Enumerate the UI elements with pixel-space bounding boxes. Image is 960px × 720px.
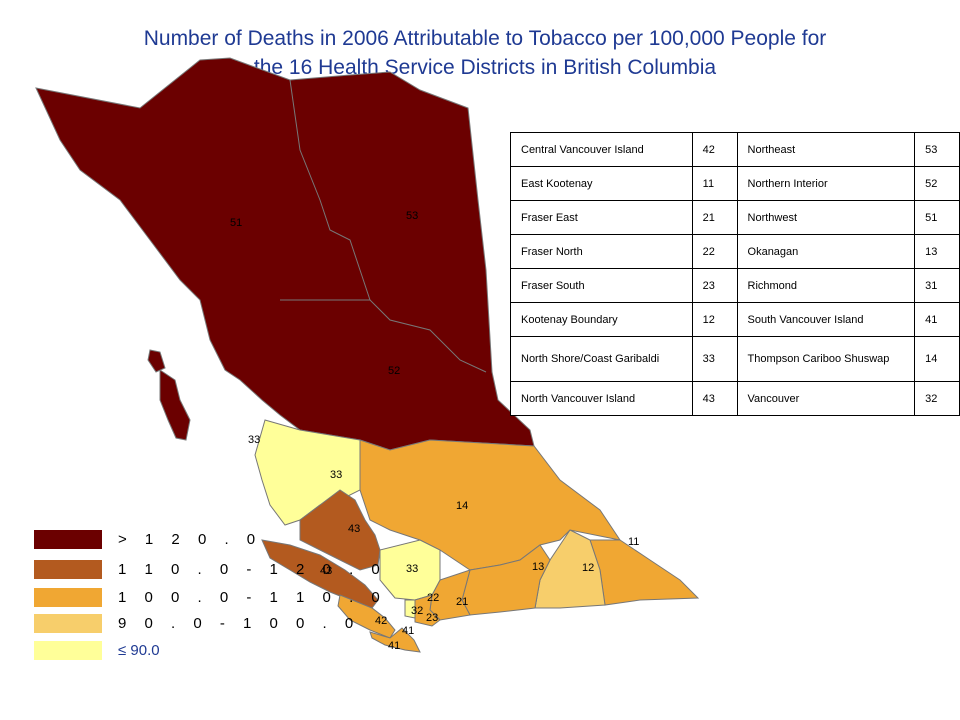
table-row: North Vancouver Island 43 Vancouver 32	[510, 381, 960, 416]
district-value-cell: 52	[914, 166, 960, 201]
label-vancouver: 32	[411, 605, 423, 617]
region-vancouver[interactable]	[404, 599, 416, 619]
label-northeast: 53	[406, 210, 418, 222]
legend-label: 1 1 0 . 0 - 1 2 0 . 0	[118, 561, 387, 578]
district-value-cell: 43	[691, 381, 738, 416]
table-row: Fraser North 22 Okanagan 13	[510, 234, 960, 269]
district-value-cell: 42	[691, 132, 738, 167]
district-value-cell: 53	[914, 132, 960, 167]
label-central-van-island: 42	[375, 615, 387, 627]
region-east-kootenay[interactable]	[589, 539, 700, 606]
district-value-cell: 22	[691, 234, 738, 269]
label-east-kootenay: 11	[628, 536, 639, 548]
district-name-cell: Richmond	[736, 268, 916, 303]
label-thompson: 14	[456, 500, 468, 512]
legend-label: ≤ 90.0	[118, 642, 160, 659]
label-northern-interior: 52	[388, 365, 400, 377]
district-name-cell: Fraser East	[510, 200, 693, 235]
region-northwest[interactable]	[35, 57, 535, 451]
district-name-cell: Northwest	[736, 200, 916, 235]
legend-swatch	[34, 560, 102, 579]
label-north-shore-coast: 33	[330, 469, 342, 481]
district-table: Central Vancouver Island 42 Northeast 53 Eas…	[510, 132, 960, 416]
district-name-cell: Fraser South	[510, 268, 693, 303]
district-name-cell: Kootenay Boundary	[510, 302, 693, 337]
legend-swatch	[34, 530, 102, 549]
region-haida-gwaii	[159, 369, 191, 441]
region-south-van-island[interactable]	[369, 627, 421, 653]
district-value-cell: 12	[691, 302, 738, 337]
title-line-1: Number of Deaths in 2006 Attributable to…	[143, 27, 827, 50]
label-south-van-island-1: 41	[402, 625, 414, 637]
district-value-cell: 51	[914, 200, 960, 235]
label-fraser-east: 21	[456, 596, 468, 608]
district-name-cell: East Kootenay	[510, 166, 693, 201]
district-name-cell: South Vancouver Island	[736, 302, 916, 337]
district-value-cell: 11	[691, 166, 738, 201]
table-row: Fraser East 21 Northwest 51	[510, 200, 960, 235]
district-value-cell: 33	[691, 336, 738, 382]
district-name-cell: Fraser North	[510, 234, 693, 269]
label-south-van-island-2: 41	[388, 640, 400, 652]
legend-label: > 1 2 0 . 0	[118, 531, 263, 548]
district-name-cell: Thompson Cariboo Shuswap	[736, 336, 916, 382]
label-northwest: 51	[230, 217, 242, 229]
legend-label: 9 0 . 0 - 1 0 0 . 0	[118, 615, 361, 632]
district-name-cell: Okanagan	[736, 234, 916, 269]
table-row: Kootenay Boundary 12 South Vancouver Islan…	[510, 302, 960, 337]
region-fraser-south[interactable]	[414, 594, 441, 627]
map-title: Number of Deaths in 2006 Attributable to…	[40, 24, 930, 82]
label-kootenay-boundary: 12	[582, 562, 594, 574]
district-value-cell: 32	[914, 381, 960, 416]
district-value-cell: 21	[691, 200, 738, 235]
legend-swatch	[34, 588, 102, 607]
district-name-cell: Central Vancouver Island	[510, 132, 693, 167]
district-value-cell: 41	[914, 302, 960, 337]
label-fraser-north: 22	[427, 592, 439, 604]
label-north-van-island-2: 43	[320, 565, 332, 577]
label-north-shore: 33	[248, 434, 260, 446]
district-name-cell: Northeast	[736, 132, 916, 167]
legend-swatch	[34, 614, 102, 633]
label-fraser-south: 23	[426, 612, 438, 624]
table-row: North Shore/Coast Garibaldi 33 Thompson Ca…	[510, 336, 960, 382]
label-okanagan: 13	[532, 561, 544, 573]
legend-swatch	[34, 641, 102, 660]
region-haida-gwaii-2	[147, 349, 166, 373]
border-northwest-interior	[280, 299, 487, 373]
legend-label: 1 0 0 . 0 - 1 1 0 . 0	[118, 589, 387, 606]
district-name-cell: North Vancouver Island	[510, 381, 693, 416]
district-name-cell: Vancouver	[736, 381, 916, 416]
table-row: Fraser South 23 Richmond 31	[510, 268, 960, 303]
district-value-cell: 14	[914, 336, 960, 382]
district-name-cell: North Shore/Coast Garibaldi	[510, 336, 693, 382]
district-value-cell: 23	[691, 268, 738, 303]
region-north-van-island-mainland[interactable]	[299, 489, 381, 571]
district-name-cell: Northern Interior	[736, 166, 916, 201]
district-value-cell: 13	[914, 234, 960, 269]
district-value-cell: 31	[914, 268, 960, 303]
table-row: Central Vancouver Island 42 Northeast 53	[510, 132, 960, 167]
table-row: East Kootenay 11 Northern Interior 52	[510, 166, 960, 201]
label-fraser-north-area: 33	[406, 563, 418, 575]
border-northwest-northeast	[289, 79, 371, 301]
label-north-van-island: 43	[348, 523, 360, 535]
